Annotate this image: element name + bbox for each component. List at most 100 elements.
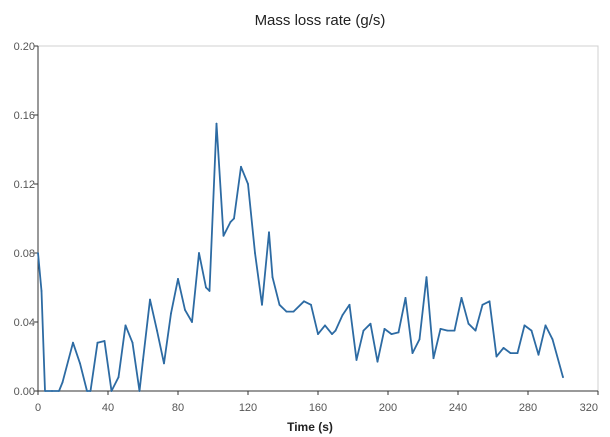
data-point [58,390,60,392]
series-line [37,122,564,392]
data-point [110,390,113,392]
data-point [348,303,351,306]
data-point [278,303,281,306]
data-point [285,310,288,313]
data-point [404,296,407,299]
data-point [247,183,249,185]
data-point [191,321,193,323]
data-point [124,324,127,327]
data-point [142,359,144,361]
data-point [516,352,519,354]
data-point [240,165,242,168]
data-point [198,252,200,254]
data-point [40,290,43,292]
data-point [233,217,235,220]
data-point [44,390,46,392]
data-point [222,234,225,237]
data-point [530,329,533,332]
data-point [411,352,414,354]
data-point [331,333,333,335]
data-point [383,328,386,330]
data-point [324,324,326,327]
data-point [460,296,463,299]
data-point [474,329,477,332]
data-point [72,341,74,344]
data-point [177,277,179,280]
data-point [425,276,428,279]
data-point [334,329,337,332]
data-point [163,362,165,365]
data-point [439,328,442,330]
data-point [254,252,256,254]
data-point [341,314,344,316]
data-point [205,286,207,289]
data-point [418,338,421,341]
x-tick-label: 200 [379,402,397,414]
x-tick-label: 320 [580,402,598,414]
data-point [369,322,372,325]
data-point [523,324,526,327]
data-point [432,357,435,360]
data-point [131,341,134,344]
y-tick-label: 0.04 [14,317,35,329]
data-point [544,324,547,327]
data-point [86,390,88,392]
data-point [509,352,512,354]
y-tick-label: 0.08 [14,248,35,260]
data-point [138,390,141,392]
data-point [89,390,92,392]
data-point [355,359,358,361]
x-tick-label: 160 [309,402,327,414]
data-point [61,381,64,384]
data-point [271,276,274,279]
data-point [229,221,232,223]
x-tick-label: 40 [102,402,114,414]
x-tick-label: 280 [519,402,537,414]
data-point [37,252,39,254]
data-point [481,303,484,306]
data-point [467,322,470,325]
y-tick-label: 0.00 [14,386,35,398]
plot-frame [37,45,599,392]
data-point [446,329,449,332]
y-tick-label: 0.20 [14,41,35,53]
y-tick-label: 0.12 [14,179,35,191]
y-tick-labels: 0.00 0.04 0.08 0.12 0.16 0.20 [14,41,38,398]
data-point [488,300,491,303]
x-axis-label: Time (s) [287,420,333,434]
y-tick-label: 0.16 [14,110,35,122]
data-point [96,341,99,344]
data-point [261,303,263,306]
x-tick-label: 240 [449,402,467,414]
data-point [551,338,554,341]
chart-title: Mass loss rate (g/s) [255,12,386,29]
data-point [562,376,564,379]
data-point [184,309,186,311]
data-point [79,362,81,365]
data-point [156,329,158,332]
data-point [51,390,53,392]
data-point [215,122,218,125]
x-tick-label: 0 [35,402,41,414]
data-point [390,333,393,335]
series-layer [37,122,564,392]
data-point [495,355,498,358]
data-point [502,346,505,349]
data-point [149,298,151,301]
data-point [376,360,379,363]
x-tick-label: 80 [172,402,184,414]
x-tick-label: 120 [239,402,257,414]
data-point [117,376,120,379]
data-point [453,329,456,332]
data-point [303,300,305,303]
x-tick-labels: 0 40 80 120 160 200 240 280 320 [35,391,599,414]
data-point [208,290,211,292]
data-point [268,231,270,234]
data-point [397,331,400,334]
data-point [317,333,319,335]
data-point [292,310,295,313]
data-point [362,329,365,332]
data-point [537,353,540,356]
data-point [170,312,172,315]
